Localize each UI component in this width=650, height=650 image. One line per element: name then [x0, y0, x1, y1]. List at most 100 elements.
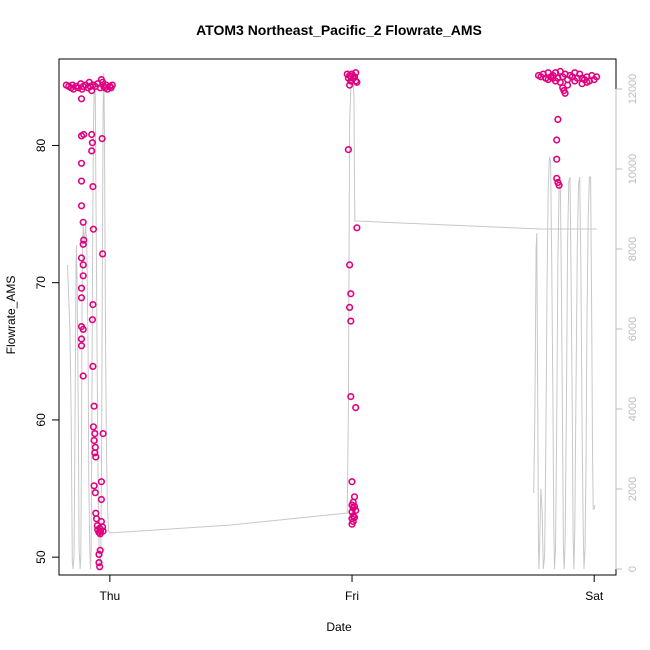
data-point	[563, 81, 572, 89]
data-point	[90, 482, 98, 490]
data-point	[348, 520, 356, 528]
data-point	[98, 523, 107, 531]
series-line-1	[533, 156, 596, 570]
data-point	[79, 325, 87, 334]
data-point	[92, 453, 100, 461]
right-y-tick-label: 8000	[627, 237, 639, 261]
data-point	[97, 478, 105, 486]
data-point	[79, 240, 87, 248]
data-point	[91, 489, 99, 497]
data-point	[583, 78, 591, 86]
data-point	[353, 224, 361, 232]
right-y-tick-label: 12000	[627, 74, 639, 105]
data-point	[77, 284, 86, 292]
data-point	[96, 546, 104, 554]
data-point	[88, 130, 96, 139]
right-y-axis: 0 2000 4000 6000 8000 10000 12000	[615, 74, 639, 572]
data-point	[80, 130, 88, 139]
data-point	[561, 89, 569, 97]
data-point	[91, 449, 99, 457]
data-point	[352, 69, 360, 77]
y-tick-label: 60	[34, 413, 48, 427]
data-point	[77, 335, 86, 343]
right-y-tick-label: 6000	[627, 317, 639, 341]
series-line-0	[67, 72, 597, 570]
data-point	[95, 550, 103, 559]
data-point	[89, 362, 97, 371]
data-point	[347, 393, 355, 401]
data-point	[553, 174, 561, 182]
y-tick-label: 50	[34, 550, 48, 564]
data-point	[96, 563, 104, 571]
x-tick-label: Fri	[345, 589, 359, 603]
plot-frame	[58, 58, 617, 576]
data-point	[77, 95, 86, 103]
data-point	[99, 430, 107, 438]
data-point	[88, 316, 96, 324]
data-point	[79, 261, 87, 269]
x-axis-label: Date	[326, 620, 352, 634]
y-axis-label: Flowrate_AMS	[4, 276, 18, 355]
data-point	[592, 73, 601, 81]
data-point	[79, 372, 87, 380]
data-point	[348, 508, 356, 516]
y-tick-label: 70	[34, 276, 48, 290]
data-point	[350, 502, 359, 511]
data-point	[79, 218, 87, 226]
data-point	[353, 78, 361, 86]
data-point	[77, 177, 86, 185]
data-point	[350, 493, 359, 501]
data-point	[98, 135, 106, 143]
data-point	[347, 73, 355, 81]
data-point	[77, 294, 86, 302]
data-point	[350, 513, 359, 522]
data-point	[80, 236, 88, 244]
data-point	[89, 225, 97, 233]
data-point	[553, 136, 561, 144]
data-point	[95, 558, 103, 567]
data-point	[571, 77, 579, 85]
data-point	[346, 81, 354, 89]
data-point	[77, 159, 86, 167]
data-point	[89, 423, 97, 431]
data-point	[77, 202, 86, 210]
x-axis: Thu Fri Sat	[100, 575, 604, 603]
data-point	[350, 73, 359, 81]
right-y-tick-label: 10000	[627, 154, 639, 185]
data-point	[347, 290, 355, 298]
data-point	[352, 77, 360, 85]
data-point	[68, 81, 76, 89]
right-y-tick-label: 0	[627, 566, 639, 572]
data-point	[352, 404, 360, 412]
data-point	[97, 495, 105, 504]
data-point	[77, 254, 86, 262]
data-point	[542, 74, 550, 82]
right-axis-series	[67, 72, 597, 570]
chart-title: ATOM3 Northeast_Pacific_2 Flowrate_AMS	[196, 22, 482, 38]
data-point	[88, 147, 96, 155]
data-point	[91, 430, 99, 438]
data-point	[553, 155, 561, 163]
x-tick-label: Sat	[585, 589, 604, 603]
point-series	[62, 67, 601, 571]
y-tick-label: 80	[34, 138, 48, 152]
data-point	[352, 506, 360, 515]
data-point	[92, 509, 100, 517]
data-point	[108, 81, 116, 89]
data-point	[99, 527, 107, 535]
data-point	[90, 402, 98, 410]
data-point	[344, 146, 353, 154]
data-point	[90, 436, 98, 445]
data-point	[89, 183, 97, 191]
data-point	[88, 139, 96, 147]
data-point	[551, 77, 560, 85]
data-point	[348, 478, 356, 486]
data-point	[77, 342, 86, 350]
right-y-tick-label: 2000	[627, 477, 639, 501]
data-point	[555, 181, 563, 189]
x-tick-label: Thu	[100, 589, 121, 603]
data-point	[98, 250, 107, 258]
y-axis: 50 60 70 80	[34, 138, 59, 564]
data-point	[347, 317, 355, 325]
